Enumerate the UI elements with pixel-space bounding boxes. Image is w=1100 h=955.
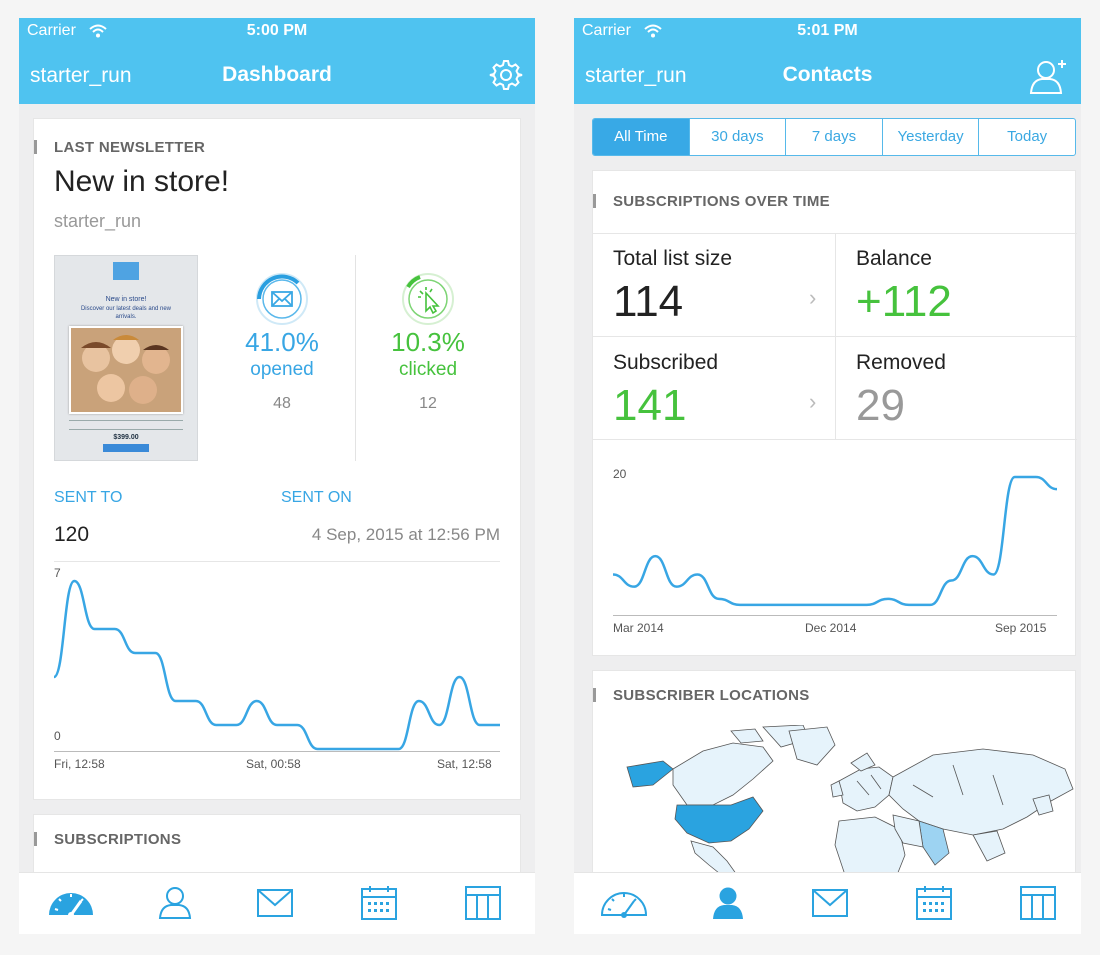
clicked-percent: 10.3% (391, 327, 465, 357)
subscribed-chevron-icon[interactable]: › (809, 389, 817, 414)
total-list-size-value[interactable]: 114 (613, 277, 684, 326)
newsletter-sender: starter_run (54, 211, 142, 231)
subscribed-value[interactable]: 141 (613, 381, 687, 430)
sent-to-label: SENT TO (54, 489, 123, 506)
status-bar: Carrier 5:01 PM (574, 22, 1081, 42)
status-time: 5:00 PM (246, 22, 308, 39)
clicked-count: 12 (419, 395, 437, 412)
tab-all-time[interactable]: All Time (593, 119, 689, 155)
account-name[interactable]: starter_run (30, 64, 132, 87)
balance-value: +112 (856, 277, 952, 326)
opened-label: opened (250, 359, 314, 380)
subscriptions-over-time-card: SUBSCRIPTIONS OVER TIME Total list size … (592, 170, 1077, 656)
series-line (613, 475, 1057, 607)
mail-icon[interactable] (812, 889, 848, 917)
carrier-label: Carrier (582, 22, 631, 39)
contacts-icon[interactable] (710, 885, 746, 921)
world-map[interactable] (613, 725, 1076, 925)
chart-x-tick: Mar 2014 (613, 621, 664, 635)
thumbnail-line-1: Discover our latest deals and new (80, 306, 172, 312)
thumbnail-text (69, 420, 183, 430)
tab-today[interactable]: Today (978, 119, 1075, 155)
chart-x-tick: Sep 2015 (995, 621, 1047, 635)
tab-30-days[interactable]: 30 days (688, 119, 786, 155)
total-list-size-label: Total list size (613, 247, 733, 270)
dashboard-icon[interactable] (47, 885, 95, 921)
stats-grid-bottom-rule (593, 439, 1077, 440)
total-chevron-icon[interactable]: › (809, 285, 817, 310)
chart-y-max: 7 (54, 566, 61, 580)
photo-image (71, 328, 181, 412)
carrier-label: Carrier (27, 22, 76, 39)
mail-icon[interactable] (257, 889, 293, 917)
calendar-icon[interactable] (361, 885, 397, 921)
time-range-tabs: All Time 30 days 7 days Yesterday Today (592, 118, 1076, 156)
chart-x-tick: Dec 2014 (805, 621, 857, 635)
removed-label: Removed (856, 351, 946, 374)
tab-7-days[interactable]: 7 days (785, 119, 882, 155)
opened-percent: 41.0% (245, 327, 319, 357)
subscriptions-chart (613, 475, 1057, 607)
sent-on-label: SENT ON (281, 489, 352, 506)
layout-icon[interactable] (1020, 885, 1056, 921)
tab-yesterday[interactable]: Yesterday (881, 119, 979, 155)
chart-x-tick: Sat, 12:58 (437, 757, 492, 771)
chart-y-min: 0 (54, 729, 61, 743)
nav-bar: Carrier 5:00 PM starter_run Dashboard (19, 18, 535, 104)
chart-x-tick: Sat, 00:58 (246, 757, 301, 771)
chart-x-axis (54, 751, 500, 752)
contacts-icon[interactable] (157, 885, 193, 921)
last-newsletter-card[interactable]: LAST NEWSLETTER New in store! starter_ru… (33, 118, 521, 800)
chart-x-axis (613, 615, 1057, 616)
sent-to-value: 120 (54, 523, 90, 546)
subscribed-label: Subscribed (613, 351, 719, 374)
clicked-label: clicked (398, 359, 458, 380)
gear-icon[interactable] (489, 58, 523, 92)
clicked-gauge-icon (402, 273, 454, 325)
stats-divider (355, 255, 356, 461)
newsletter-thumbnail[interactable]: New in store! Discover our latest deals … (54, 255, 198, 461)
opened-count: 48 (273, 395, 291, 412)
stats-grid-divider (835, 233, 836, 439)
thumbnail-price: $399.00 (113, 434, 139, 441)
chart-top-rule (54, 561, 500, 562)
wifi-icon (644, 24, 662, 38)
tab-bar (574, 872, 1081, 934)
add-contact-icon[interactable] (1029, 58, 1069, 96)
series-line (54, 579, 500, 751)
account-name[interactable]: starter_run (585, 64, 687, 87)
dashboard-icon[interactable] (600, 885, 648, 921)
wifi-icon (89, 24, 107, 38)
chart-y-label: 20 (613, 467, 627, 481)
page-title: Dashboard (222, 63, 332, 86)
chart-x-tick: Fri, 12:58 (54, 757, 105, 771)
status-bar: Carrier 5:00 PM (19, 22, 535, 42)
subscriptions-heading: SUBSCRIPTIONS (33, 831, 182, 848)
layout-icon[interactable] (465, 885, 501, 921)
last-newsletter-heading: LAST NEWSLETTER (33, 139, 206, 156)
dashboard-screen: Carrier 5:00 PM starter_run Dashboard LA… (19, 18, 535, 934)
thumbnail-photo (69, 326, 183, 414)
calendar-icon[interactable] (916, 885, 952, 921)
thumbnail-logo (113, 262, 139, 280)
newsletter-name: New in store! (54, 165, 230, 198)
subscriber-locations-heading: SUBSCRIBER LOCATIONS (593, 687, 810, 704)
sent-on-value: 4 Sep, 2015 at 12:56 PM (311, 525, 500, 544)
tab-bar (19, 872, 535, 934)
nav-bar: Carrier 5:01 PM starter_run Contacts (574, 18, 1081, 104)
thumbnail-cta (103, 444, 149, 452)
opens-over-time-chart (54, 579, 500, 751)
balance-label: Balance (856, 247, 932, 270)
contacts-screen: Carrier 5:01 PM starter_run Contacts All… (574, 18, 1081, 934)
thumbnail-line-2: arrivals. (115, 314, 137, 320)
thumbnail-title: New in store! (105, 296, 147, 303)
subscriptions-over-time-heading: SUBSCRIPTIONS OVER TIME (593, 193, 830, 210)
page-title: Contacts (782, 63, 873, 86)
removed-value: 29 (856, 381, 905, 430)
status-time: 5:01 PM (797, 22, 858, 39)
opened-gauge-icon (256, 273, 308, 325)
